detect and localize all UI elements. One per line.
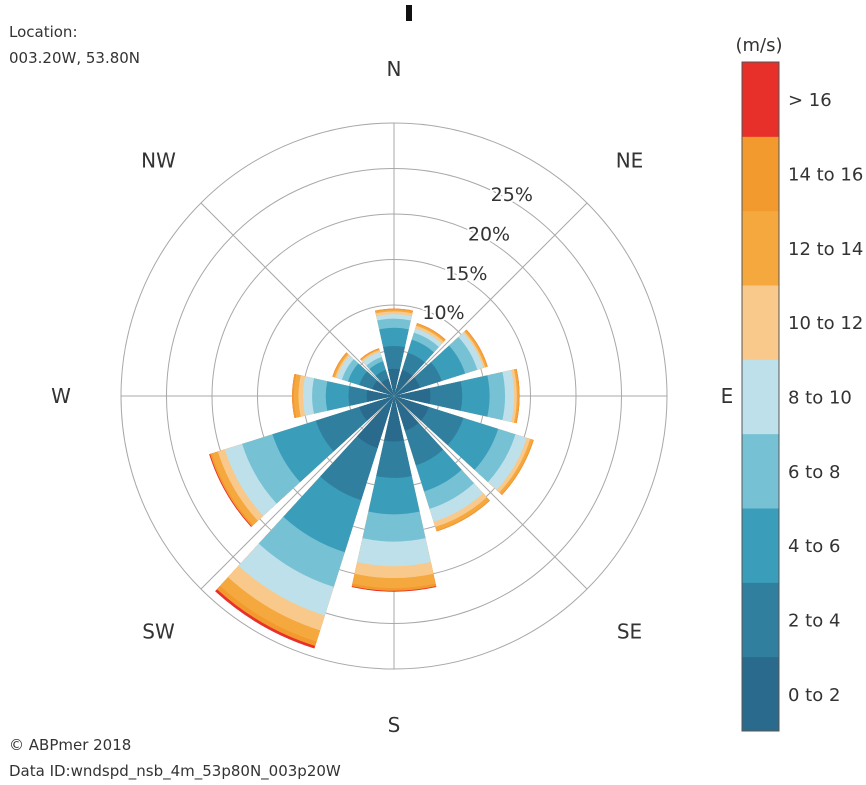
sector-240 — [209, 396, 394, 527]
footer: © ABPmer 2018 Data ID:wndspd_nsb_4m_53p8… — [9, 732, 341, 784]
sector-90-bin-0 — [394, 388, 431, 404]
legend-swatch-1 — [742, 582, 779, 658]
data-id-text: Data ID:wndspd_nsb_4m_53p80N_003p20W — [9, 762, 341, 780]
sector-30 — [394, 323, 446, 396]
legend-label-4: 8 to 10 — [788, 388, 852, 409]
sector-210-bin-0 — [357, 396, 394, 449]
legend-swatch-0 — [742, 656, 779, 732]
top-marker — [406, 5, 412, 21]
legend-label-1: 2 to 4 — [788, 611, 840, 632]
sector-270 — [292, 373, 394, 419]
legend-swatch-6 — [742, 210, 779, 286]
direction-label-w: W — [51, 384, 71, 408]
sector-300 — [332, 352, 394, 396]
legend-label-6: 12 to 14 — [788, 239, 863, 260]
direction-label-se: SE — [617, 620, 642, 644]
sector-180 — [351, 396, 437, 592]
location-block: Location: 003.20W, 53.80N — [9, 19, 140, 71]
sector-270-bin-0 — [366, 390, 394, 402]
sector-240-bin-0 — [359, 396, 394, 421]
copyright-text: © ABPmer 2018 — [9, 736, 132, 754]
direction-label-sw: SW — [142, 620, 175, 644]
location-label: Location: — [9, 23, 78, 41]
sector-0-bin-0 — [388, 368, 400, 396]
legend-label-7: 14 to 16 — [788, 165, 863, 186]
legend-swatch-2 — [742, 508, 779, 583]
ring-label-20: 20% — [468, 223, 510, 245]
ring-label-25: 25% — [491, 184, 533, 206]
direction-label-e: E — [721, 384, 734, 408]
sector-150-bin-0 — [394, 396, 419, 431]
wind-sectors — [209, 308, 534, 649]
legend-swatch-4 — [742, 359, 779, 435]
spoke-nw — [200, 202, 395, 397]
legend-label-3: 6 to 8 — [788, 462, 840, 483]
spoke-sw — [200, 395, 395, 590]
sector-0 — [375, 308, 413, 396]
direction-label-nw: NW — [141, 149, 176, 173]
sector-330 — [360, 348, 394, 396]
sector-180-bin-0 — [384, 396, 404, 442]
location-coords: 003.20W, 53.80N — [9, 49, 141, 67]
legend-label-5: 10 to 12 — [788, 313, 863, 334]
sector-120-bin-0 — [394, 396, 429, 421]
speed-legend: (m/s) 0 to 2 2 to 4 4 to 6 6 to 8 8 to 10 10 … — [735, 35, 863, 732]
legend-swatch-5 — [742, 285, 779, 360]
legend-swatch-7 — [742, 136, 779, 212]
sector-120 — [394, 396, 534, 495]
spoke-ne — [393, 202, 588, 397]
legend-label-8: > 16 — [788, 90, 832, 111]
legend-label-2: 4 to 6 — [788, 536, 840, 557]
direction-label-s: S — [388, 713, 401, 737]
sector-30-bin-0 — [394, 369, 413, 396]
sector-300-bin-0 — [372, 380, 394, 396]
ring-label-15: 15% — [445, 263, 487, 285]
sector-90 — [394, 368, 520, 424]
sector-150 — [394, 396, 490, 532]
sector-330-bin-0 — [381, 378, 394, 396]
ring-labels: 10% 15% 20% 25% — [420, 182, 535, 326]
legend-label-0: 0 to 2 — [788, 685, 840, 706]
legend-title: (m/s) — [735, 35, 782, 56]
legend-swatch-8 — [742, 62, 779, 137]
legend-frame — [741, 61, 780, 732]
ring-label-10: 10% — [422, 302, 464, 324]
sector-210 — [215, 396, 394, 649]
sector-60-bin-0 — [394, 377, 421, 396]
legend-swatch-3 — [742, 433, 779, 509]
direction-label-ne: NE — [616, 149, 644, 173]
sector-60 — [394, 329, 488, 396]
spoke-se — [393, 395, 588, 590]
direction-labels: N NE E SE S SW W NW — [51, 57, 733, 737]
direction-label-n: N — [387, 57, 402, 81]
